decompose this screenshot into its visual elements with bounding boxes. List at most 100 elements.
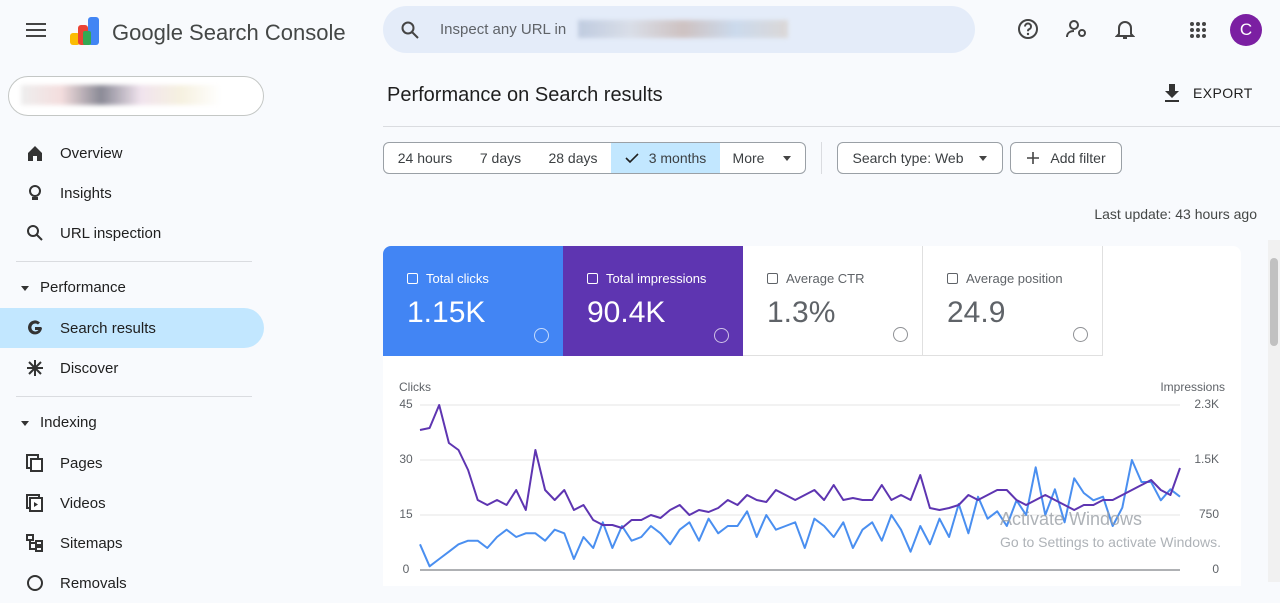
plus-icon: [1027, 152, 1040, 164]
section-title: Performance: [40, 279, 126, 296]
help-icon[interactable]: [1017, 18, 1039, 40]
redacted-property: [578, 20, 788, 38]
caret: [783, 156, 792, 161]
y2-tick-label: 750: [1199, 507, 1219, 521]
metric-label: Average position: [966, 271, 1063, 286]
metric-card[interactable]: Average position 24.9: [923, 246, 1103, 356]
y2-tick-label: 0: [1212, 562, 1219, 576]
divider: [383, 126, 1280, 127]
y-tick-label: 15: [399, 507, 413, 521]
export-label: EXPORT: [1193, 85, 1253, 101]
y-tick-label: 45: [399, 397, 413, 411]
logo: [70, 17, 99, 45]
nav-label: Discover: [60, 359, 119, 377]
check-icon: [625, 153, 639, 164]
caret: [21, 285, 29, 291]
checkbox: [947, 273, 958, 284]
nav-overview[interactable]: Overview: [0, 133, 264, 173]
nav-label: Search results: [60, 319, 156, 337]
nav-url-inspection[interactable]: URL inspection: [0, 213, 264, 253]
checkbox: [407, 273, 418, 284]
divider: [16, 261, 252, 262]
property-selector[interactable]: [8, 76, 264, 116]
nav-icon: [29, 185, 41, 200]
y2-tick-label: 2.3K: [1194, 397, 1219, 411]
help-icon: [893, 327, 908, 342]
axis-title: Clicks: [399, 380, 431, 394]
caret: [21, 420, 29, 426]
help-icon: [534, 328, 549, 343]
download-icon: [1165, 84, 1179, 102]
page: {"header": {"product": "Google Search Co…: [0, 6, 1280, 592]
watermark-subtitle: Go to Settings to activate Windows.: [1000, 534, 1221, 550]
avatar[interactable]: C: [1230, 14, 1262, 46]
nav-videos[interactable]: Videos: [0, 483, 264, 523]
bell-icon[interactable]: [1115, 18, 1135, 40]
metric-card[interactable]: Total clicks 1.15K: [383, 246, 563, 356]
nav-icon: [26, 534, 43, 552]
nav-icon: [28, 146, 42, 161]
metric-value: 1.3%: [767, 296, 836, 329]
checkbox: [587, 273, 598, 284]
nav-icon: [28, 320, 42, 335]
date-range-more[interactable]: More: [720, 142, 806, 174]
page-title: Performance on Search results: [387, 84, 663, 106]
nav-icon: [27, 360, 43, 376]
search-icon: [401, 21, 419, 39]
nav-icon: [26, 494, 43, 512]
watermark-title: Activate Windows: [1000, 509, 1143, 529]
series-line: [419, 459, 1181, 568]
metric-card[interactable]: Total impressions 90.4K: [563, 246, 743, 356]
metric-value: 24.9: [947, 296, 1006, 329]
nav-icon: [27, 225, 43, 241]
nav-label: Overview: [60, 144, 123, 162]
metric-card[interactable]: Average CTR 1.3%: [743, 246, 923, 356]
metric-label: Total impressions: [606, 271, 707, 286]
nav-label: Removals: [60, 574, 127, 592]
nav-removals[interactable]: Removals: [0, 563, 264, 603]
scrollbar-thumb[interactable]: [1270, 258, 1278, 346]
date-range[interactable]: 24 hours: [383, 142, 467, 174]
product-name: Google Search Console: [112, 20, 346, 45]
divider: [16, 396, 252, 397]
checkbox: [767, 273, 778, 284]
search-type-filter[interactable]: Search type: Web: [837, 142, 1003, 174]
y-tick-label: 0: [403, 562, 410, 576]
date-range-label: 3 months: [648, 150, 707, 166]
nav-icon: [27, 575, 43, 591]
nav-label: URL inspection: [60, 224, 162, 242]
search-bar[interactable]: Inspect any URL in: [383, 6, 975, 53]
nav-search-results[interactable]: Search results: [0, 308, 264, 348]
nav-discover[interactable]: Discover: [0, 348, 264, 388]
nav-sitemaps[interactable]: Sitemaps: [0, 523, 264, 563]
search-placeholder: Inspect any URL in: [440, 21, 567, 38]
section-title: Indexing: [40, 414, 97, 431]
date-range[interactable]: 7 days: [466, 142, 536, 174]
filter-label: Add filter: [1050, 150, 1106, 166]
nav-section[interactable]: Performance: [20, 279, 126, 296]
date-range-label: More: [732, 150, 765, 166]
last-update: Last update: 43 hours ago: [1094, 206, 1257, 222]
y-tick-label: 30: [399, 452, 413, 466]
nav-label: Pages: [60, 454, 103, 472]
nav-label: Sitemaps: [60, 534, 123, 552]
date-range[interactable]: 28 days: [535, 142, 612, 174]
help-icon: [714, 328, 729, 343]
y2-tick-label: 1.5K: [1194, 452, 1219, 466]
metric-value: 1.15K: [407, 296, 486, 329]
series-line: [419, 404, 1181, 529]
metric-label: Average CTR: [786, 271, 865, 286]
nav-section[interactable]: Indexing: [20, 414, 97, 431]
date-range-selected[interactable]: 3 months: [611, 142, 721, 174]
add-filter[interactable]: Add filter: [1010, 142, 1122, 174]
export-button[interactable]: EXPORT: [1163, 83, 1253, 103]
nav-label: Videos: [60, 494, 106, 512]
users-icon[interactable]: [1065, 18, 1089, 40]
nav-label: Insights: [60, 184, 112, 202]
apps-icon[interactable]: [1189, 21, 1207, 39]
nav-insights[interactable]: Insights: [0, 173, 264, 213]
nav-pages[interactable]: Pages: [0, 443, 264, 483]
filter-label: Search type: Web: [852, 150, 964, 166]
axis-title: Impressions: [1160, 380, 1225, 394]
menu-icon[interactable]: [26, 22, 46, 38]
